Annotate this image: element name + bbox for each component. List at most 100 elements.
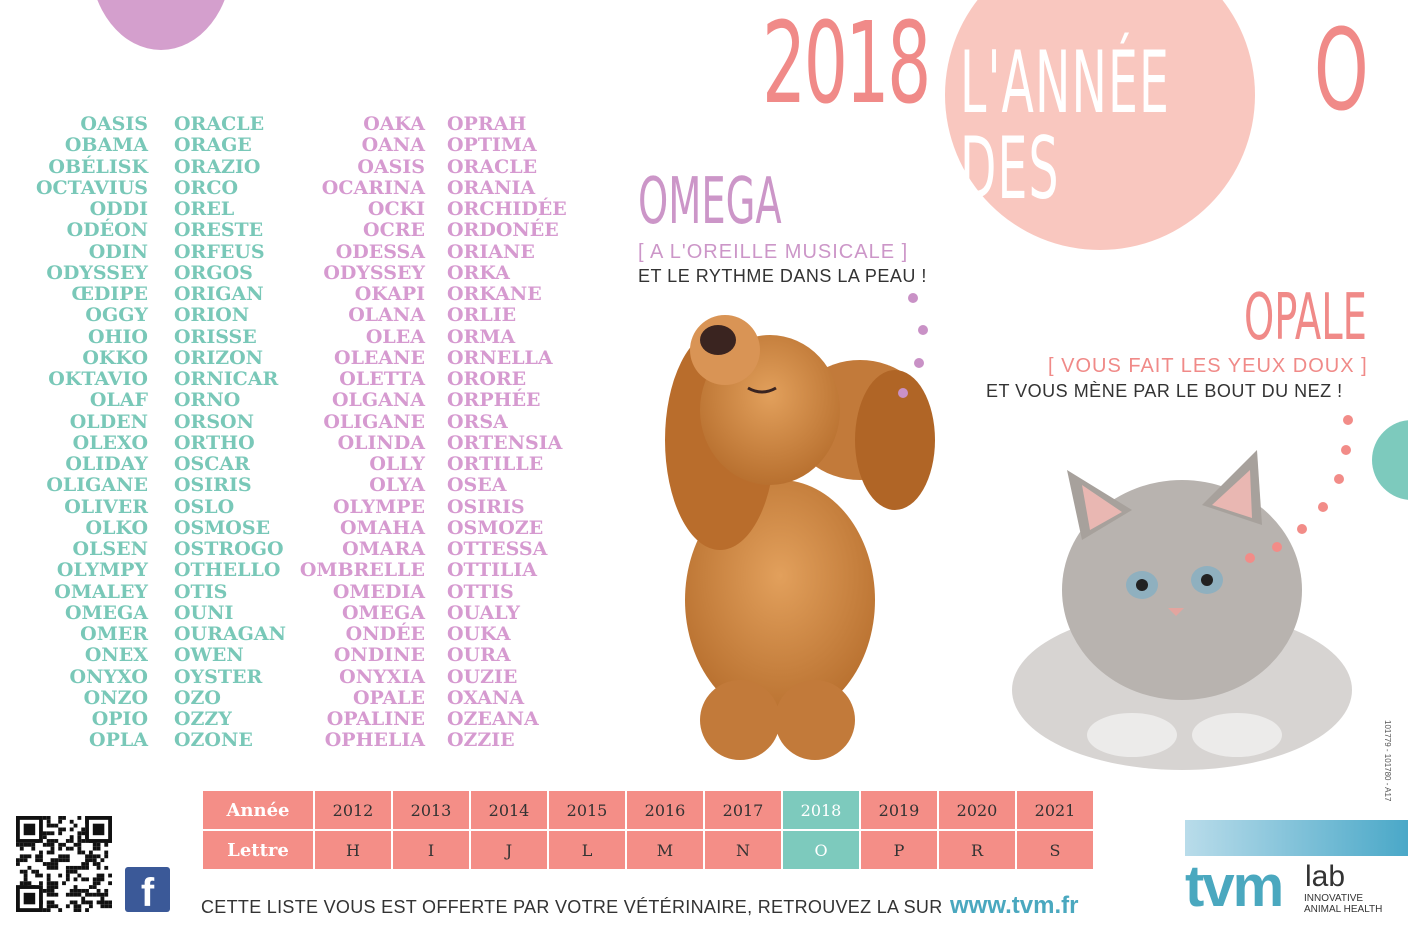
thought-dot	[918, 325, 928, 335]
name-item: OPALE	[352, 686, 425, 709]
name-item: OLIVER	[64, 495, 148, 518]
year-cell: 2013	[393, 791, 469, 829]
facebook-icon[interactable]: f	[125, 867, 170, 912]
name-item: OLSEN	[72, 538, 148, 560]
footer-link[interactable]: www.tvm.fr	[950, 892, 1079, 919]
puppy-illustration	[665, 315, 935, 760]
name-item: OTIS	[174, 580, 228, 603]
letter-cell: R	[939, 831, 1015, 869]
name-item: OTTILIA	[447, 559, 538, 582]
name-item: OKAPI	[354, 283, 425, 305]
name-item: OREL	[174, 198, 235, 220]
name-item: OLKO	[85, 516, 148, 539]
name-item: ORAGE	[174, 134, 252, 157]
letter-cell: P	[861, 831, 937, 869]
thought-dot	[898, 388, 908, 398]
name-item: OSIRIS	[174, 474, 252, 497]
name-item: ORACLE	[174, 113, 265, 135]
name-item: OMBRELLE	[299, 559, 425, 582]
name-item: OKTAVIO	[48, 368, 148, 390]
name-item: OCKI	[367, 198, 425, 220]
table-header-letter: Lettre	[203, 831, 313, 869]
names-column-3: OAKA OANA OASIS OCARINA OCKI OCRE ODESSA ODYSSE…	[290, 113, 425, 752]
name-item: OLEA	[365, 325, 425, 348]
name-item: ONZO	[83, 686, 148, 709]
name-item: ONYXO	[69, 665, 148, 688]
name-item: OMER	[80, 623, 148, 645]
name-item: OXANA	[447, 686, 525, 709]
name-item: ORCHIDÉE	[447, 198, 567, 220]
name-item: OLINDA	[337, 431, 425, 454]
name-item: ORAZIO	[174, 155, 261, 178]
name-item: ONEX	[84, 644, 148, 667]
name-item: OCTAVIUS	[35, 176, 148, 199]
opale-name: OPALE	[1244, 281, 1367, 355]
qr-code-icon[interactable]	[16, 816, 112, 912]
name-item: OLYMPE	[332, 495, 425, 518]
name-item: ORTENSIA	[447, 431, 563, 454]
name-item: ŒDIPE	[71, 283, 148, 305]
name-item: OUKA	[447, 623, 511, 645]
thought-dot	[1245, 553, 1255, 563]
name-item: OSMOSE	[174, 516, 271, 539]
name-item: OCRE	[363, 219, 425, 242]
name-item: ONYXIA	[339, 665, 425, 688]
year-cell: 2012	[315, 791, 391, 829]
letter-cell: N	[705, 831, 781, 869]
name-item: OPTIMA	[447, 134, 537, 157]
year-cell: 2020	[939, 791, 1015, 829]
name-item: OMALEY	[54, 580, 148, 603]
name-item: ORNICAR	[174, 368, 279, 390]
year-cell: 2019	[861, 791, 937, 829]
name-item: ORNO	[174, 389, 241, 412]
decor-circle-peach	[945, 0, 1255, 250]
year-letter-table: Année 2012 2013 2014 2015 2016 2017 2018 2019 20…	[201, 789, 1095, 871]
name-item: OMEGA	[64, 601, 148, 624]
name-item: OCARINA	[321, 176, 425, 199]
name-item: OLYA	[369, 474, 425, 497]
name-item: OSEA	[447, 474, 507, 497]
name-item: OLEANE	[334, 346, 425, 369]
omega-name: OMEGA	[638, 165, 782, 239]
name-item: ORORE	[447, 368, 527, 390]
name-item: ORMA	[447, 325, 516, 348]
letter-cell: I	[393, 831, 469, 869]
name-item: ORGOS	[174, 261, 253, 284]
letter-cell: J	[471, 831, 547, 869]
name-item: ORANIA	[447, 176, 536, 199]
thought-dot	[1297, 524, 1307, 534]
letter-cell: O	[783, 831, 859, 869]
name-item: ORIGAN	[174, 283, 264, 305]
name-item: OSCAR	[174, 453, 250, 475]
logo-subtitle-2: ANIMAL HEALTH	[1304, 904, 1383, 915]
name-item: OZEANA	[447, 708, 539, 730]
year-cell: 2014	[471, 791, 547, 829]
name-item: OSLO	[174, 495, 235, 518]
name-item: ORPHÉE	[447, 389, 541, 412]
name-item: ORDONÉE	[447, 219, 559, 242]
names-column-4: OPRAH OPTIMA ORACLE ORANIA ORCHIDÉE ORDONÉE OR…	[447, 113, 597, 752]
name-item: ODYSSEY	[323, 261, 425, 284]
names-column-1: OASIS OBAMA OBÉLISK OCTAVIUS ODDI ODÉON ODIN OD…	[20, 113, 148, 752]
omega-tagline: [ A L'OREILLE MUSICALE ]	[638, 241, 909, 263]
name-item: OLLY	[369, 453, 425, 475]
name-item: OLAF	[89, 389, 148, 412]
name-item: ONDÉE	[345, 623, 425, 645]
name-item: ORACLE	[447, 155, 538, 178]
name-item: OURAGAN	[174, 623, 286, 645]
name-item: OSTROGO	[174, 538, 284, 560]
name-item: OYSTER	[174, 665, 263, 688]
name-item: ORIZON	[174, 346, 264, 369]
name-item: ORSON	[174, 410, 254, 433]
name-item: OURA	[447, 644, 511, 667]
names-column-2: ORACLE ORAGE ORAZIO ORCO OREL ORESTE ORFEUS ORG…	[174, 113, 324, 752]
thought-dot	[914, 358, 924, 368]
name-item: OPHELIA	[324, 729, 425, 752]
thought-dot	[1341, 445, 1351, 455]
name-item: OBÉLISK	[48, 155, 148, 178]
thought-dot	[1318, 502, 1328, 512]
name-item: OLDEN	[69, 410, 148, 433]
name-item: OTHELLO	[174, 559, 281, 582]
name-item: OPLA	[89, 729, 148, 752]
table-header-year: Année	[203, 791, 313, 829]
